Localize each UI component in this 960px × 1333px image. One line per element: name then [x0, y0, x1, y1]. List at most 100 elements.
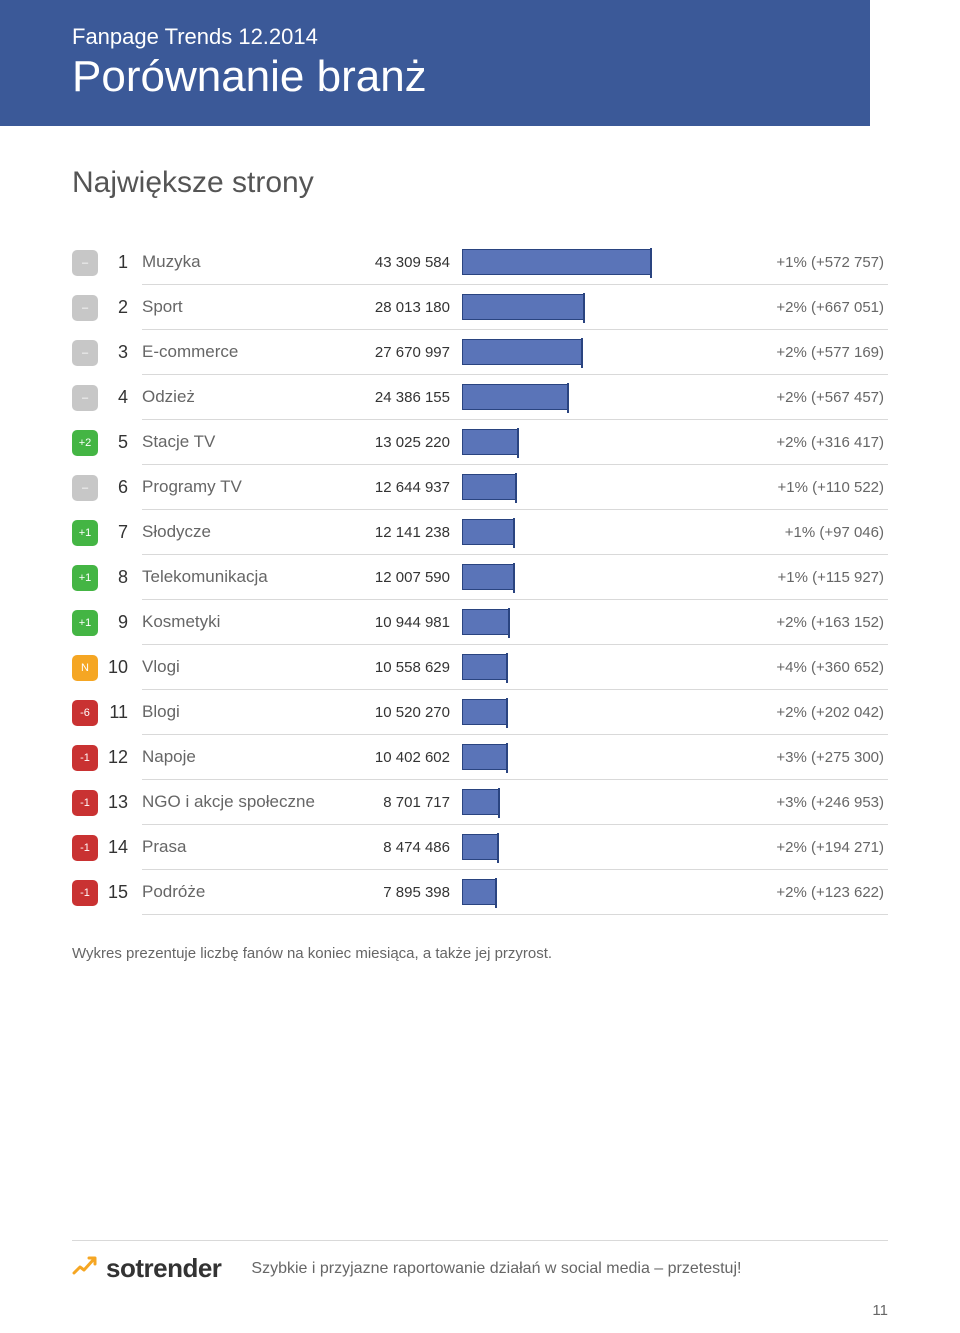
row-content: Telekomunikacja12 007 590+1% (+115 927): [142, 555, 888, 600]
growth-value: +3% (+246 953): [662, 794, 888, 811]
category-name: Blogi: [142, 702, 362, 722]
category-name: NGO i akcje społeczne: [142, 792, 362, 812]
table-row: –4 Odzież24 386 155 +2% (+567 457): [72, 375, 888, 420]
growth-value: +1% (+97 046): [662, 524, 888, 541]
growth-value: +2% (+194 271): [662, 839, 888, 856]
category-name: Sport: [142, 297, 362, 317]
table-row: +18Telekomunikacja12 007 590+1% (+115 92…: [72, 555, 888, 600]
growth-value: +2% (+567 457): [662, 389, 888, 406]
bar-tick: [581, 338, 583, 368]
row-content: NGO i akcje społeczne8 701 717+3% (+246 …: [142, 780, 888, 825]
table-row: +25Stacje TV13 025 220+2% (+316 417): [72, 420, 888, 465]
growth-value: +2% (+123 622): [662, 884, 888, 901]
bar: [462, 699, 508, 725]
fan-count: 7 895 398: [362, 884, 462, 901]
bar-tick: [506, 698, 508, 728]
category-name: Vlogi: [142, 657, 362, 677]
page-footer: sotrender Szybkie i przyjazne raportowan…: [0, 1240, 960, 1319]
fan-count: 12 007 590: [362, 569, 462, 586]
growth-value: +2% (+577 169): [662, 344, 888, 361]
fan-count: 12 141 238: [362, 524, 462, 541]
table-row: –6Programy TV12 644 937+1% (+110 522): [72, 465, 888, 510]
rank-change-badge: –: [72, 340, 98, 366]
bar-cell: [462, 744, 662, 770]
rank-number: 9: [98, 612, 132, 633]
page-number: 11: [72, 1302, 888, 1319]
rank-number: 11: [98, 702, 132, 723]
row-content: Napoje10 402 602+3% (+275 300): [142, 735, 888, 780]
bar: [462, 249, 652, 275]
bar-cell: [462, 789, 662, 815]
rank-change-badge: –: [72, 250, 98, 276]
bar-cell: [462, 609, 662, 635]
bar-cell: [462, 249, 662, 275]
growth-value: +2% (+202 042): [662, 704, 888, 721]
rank-change-badge: –: [72, 385, 98, 411]
content-area: Największe strony –1Muzyka43 309 584+1% …: [0, 126, 960, 962]
table-row: –2Sport28 013 180+2% (+667 051): [72, 285, 888, 330]
bar: [462, 789, 500, 815]
row-content: Vlogi10 558 629 +4% (+360 652): [142, 645, 888, 690]
row-content: Podróże7 895 398 +2% (+123 622): [142, 870, 888, 915]
rank-number: 4: [98, 387, 132, 408]
bar-cell: [462, 834, 662, 860]
rank-change-badge: –: [72, 475, 98, 501]
table-row: N10Vlogi10 558 629+4% (+360 652): [72, 645, 888, 690]
growth-value: +2% (+316 417): [662, 434, 888, 451]
growth-value: +2% (+163 152): [662, 614, 888, 631]
page-header: Fanpage Trends 12.2014 Porównanie branż: [0, 0, 870, 126]
ranking-table: –1Muzyka43 309 584+1% (+572 757)–2Sport2…: [72, 240, 888, 915]
logo-text: sotrender: [106, 1253, 221, 1284]
chart-caption: Wykres prezentuje liczbę fanów na koniec…: [72, 945, 888, 962]
header-subtitle: Fanpage Trends 12.2014: [72, 24, 870, 50]
rank-number: 10: [98, 657, 132, 678]
category-name: Podróże: [142, 882, 362, 902]
logo-arrow-icon: [72, 1253, 100, 1284]
fan-count: 8 474 486: [362, 839, 462, 856]
row-content: Odzież24 386 155 +2% (+567 457): [142, 375, 888, 420]
row-content: Stacje TV13 025 220 +2% (+316 417): [142, 420, 888, 465]
bar-tick: [513, 518, 515, 548]
table-row: +19Kosmetyki10 944 981+2% (+163 152): [72, 600, 888, 645]
category-name: Prasa: [142, 837, 362, 857]
bar: [462, 474, 517, 500]
bar-cell: [462, 879, 662, 905]
bar: [462, 609, 510, 635]
category-name: Stacje TV: [142, 432, 362, 452]
row-content: E-commerce27 670 997+2% (+577 169): [142, 330, 888, 375]
category-name: Muzyka: [142, 252, 362, 272]
growth-value: +4% (+360 652): [662, 659, 888, 676]
rank-change-badge: +1: [72, 565, 98, 591]
table-row: -113NGO i akcje społeczne8 701 717+3% (+…: [72, 780, 888, 825]
growth-value: +1% (+572 757): [662, 254, 888, 271]
fan-count: 24 386 155: [362, 389, 462, 406]
fan-count: 10 944 981: [362, 614, 462, 631]
section-title: Największe strony: [72, 166, 888, 200]
bar-tick: [567, 383, 569, 413]
bar: [462, 654, 508, 680]
bar-cell: [462, 429, 662, 455]
footer-tagline: Szybkie i przyjazne raportowanie działań…: [251, 1260, 741, 1278]
growth-value: +2% (+667 051): [662, 299, 888, 316]
table-row: -112Napoje10 402 602+3% (+275 300): [72, 735, 888, 780]
bar-tick: [515, 473, 517, 503]
bar-cell: [462, 294, 662, 320]
category-name: Odzież: [142, 387, 362, 407]
category-name: Kosmetyki: [142, 612, 362, 632]
rank-change-badge: -1: [72, 880, 98, 906]
rank-change-badge: –: [72, 295, 98, 321]
rank-number: 5: [98, 432, 132, 453]
rank-number: 3: [98, 342, 132, 363]
row-content: Słodycze12 141 238+1% (+97 046): [142, 510, 888, 555]
bar-tick: [583, 293, 585, 323]
table-row: –3 E-commerce27 670 997+2% (+577 169): [72, 330, 888, 375]
rank-change-badge: -6: [72, 700, 98, 726]
fan-count: 10 558 629: [362, 659, 462, 676]
bar-tick: [513, 563, 515, 593]
row-content: Muzyka43 309 584+1% (+572 757): [142, 240, 888, 285]
header-title: Porównanie branż: [72, 52, 870, 102]
fan-count: 13 025 220: [362, 434, 462, 451]
bar-cell: [462, 564, 662, 590]
bar-tick: [650, 248, 652, 278]
row-content: Blogi10 520 270+2% (+202 042): [142, 690, 888, 735]
